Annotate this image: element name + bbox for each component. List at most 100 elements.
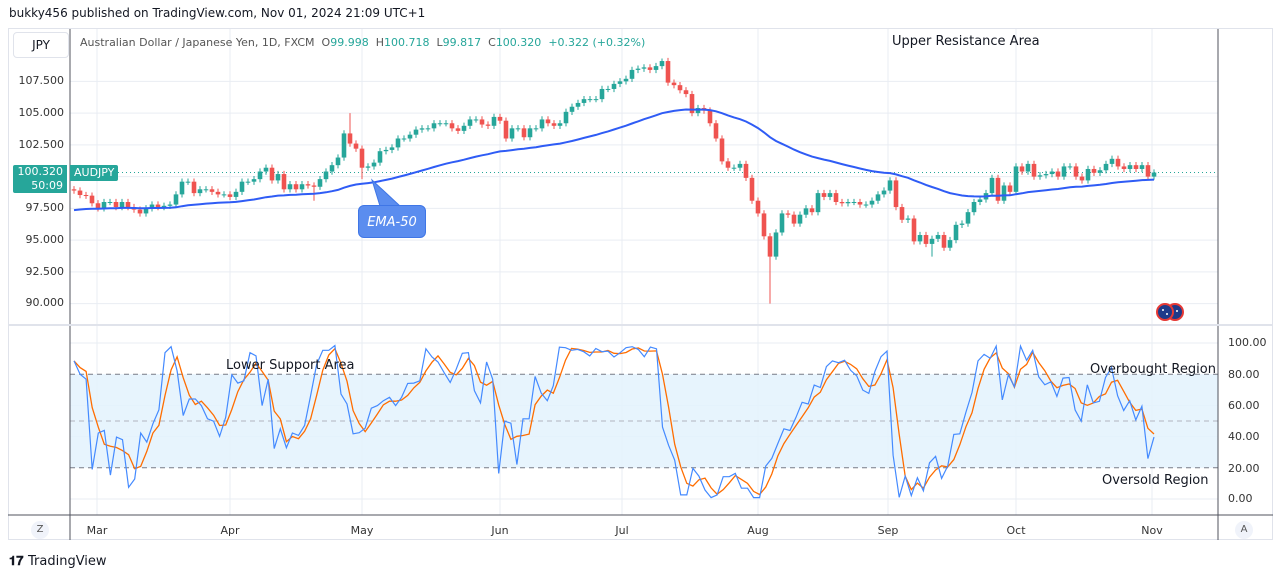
legend-close: 100.320 (495, 36, 542, 49)
candle (809, 205, 815, 216)
candle-body (71, 189, 77, 191)
candle-body (827, 193, 833, 197)
ema-line (73, 108, 1155, 212)
overbought-label: Overbought Region (1090, 362, 1216, 377)
candle-body (83, 195, 89, 197)
candle-body (1151, 172, 1157, 177)
candle (311, 182, 317, 201)
candle (371, 159, 377, 170)
candle-body (1025, 163, 1031, 172)
candle-body (737, 163, 743, 168)
candle-body (731, 167, 737, 169)
candle (521, 125, 527, 141)
candle-body (251, 179, 257, 182)
candle-body (1049, 171, 1055, 175)
candle (1049, 168, 1055, 178)
candle (515, 125, 521, 132)
candle (677, 81, 683, 94)
candle-body (797, 214, 803, 224)
candle (557, 120, 563, 129)
candle (719, 135, 725, 165)
price-tick: 90.000 (25, 296, 65, 309)
candle (257, 168, 263, 183)
candle (857, 198, 863, 208)
legend-low: 99.817 (442, 36, 482, 49)
candle-body (749, 177, 755, 201)
candle-body (803, 208, 809, 215)
candle (965, 208, 971, 227)
candle (941, 231, 947, 251)
candle (317, 175, 323, 190)
candle (1103, 160, 1109, 174)
candle-body (977, 199, 983, 202)
candle-body (305, 184, 311, 186)
candle (329, 161, 335, 175)
candle-body (785, 213, 791, 215)
symbol-button[interactable]: JPY (13, 32, 69, 58)
candle-body (773, 232, 779, 257)
candle (713, 120, 719, 142)
candle-body (407, 134, 413, 139)
candle (83, 191, 89, 199)
candle (95, 200, 101, 212)
price-tick: 95.000 (25, 233, 65, 246)
candle-body (839, 202, 845, 204)
candle (395, 135, 401, 151)
ema-50-line (73, 108, 1155, 212)
candle (647, 64, 653, 74)
candle (923, 231, 929, 248)
candle-body (689, 94, 695, 114)
candle (845, 198, 851, 207)
candle-body (587, 99, 593, 101)
candle-body (911, 218, 917, 242)
candle-body (1133, 165, 1139, 169)
candle (665, 57, 671, 86)
candle (899, 203, 905, 223)
candle (935, 231, 941, 243)
tradingview-logo: 𝟏𝟕 TradingView (9, 554, 107, 569)
candle-body (269, 167, 275, 181)
candle (1115, 155, 1121, 170)
candle-body (449, 123, 455, 129)
legend-open: 99.998 (330, 36, 369, 49)
ema-callout[interactable]: EMA-50 (358, 205, 426, 238)
candle-body (353, 143, 359, 149)
candle (245, 178, 251, 185)
zoom-button[interactable]: Z (31, 521, 49, 539)
candle (785, 210, 791, 218)
candle-body (581, 99, 587, 103)
candle (479, 116, 485, 128)
candle (1151, 169, 1157, 180)
candle (755, 197, 761, 217)
candle (101, 198, 107, 212)
candle (905, 215, 911, 223)
candle (383, 146, 389, 155)
candle-body (203, 189, 209, 191)
candle (377, 148, 383, 166)
candle-body (473, 119, 479, 121)
candle-body (461, 125, 467, 131)
candle-body (857, 202, 863, 205)
candle-body (191, 181, 197, 194)
candle (1121, 163, 1127, 173)
stoch-k-line (73, 343, 1155, 499)
candle (263, 164, 269, 175)
candle (107, 198, 113, 206)
candle (227, 191, 233, 201)
candle-body (227, 194, 233, 197)
candle (623, 75, 629, 85)
candle (443, 120, 449, 127)
candle-body (209, 189, 215, 192)
candle-body (413, 129, 419, 135)
candle (641, 64, 647, 72)
auto-scale-button[interactable]: A (1235, 521, 1253, 539)
currency-flags-icon[interactable] (1154, 302, 1190, 322)
candle-body (1127, 165, 1133, 169)
time-tick: Mar (86, 524, 108, 537)
candle-body (965, 212, 971, 224)
candles (71, 57, 1157, 304)
candle-body (395, 138, 401, 148)
candle-body (503, 120, 509, 139)
candle (959, 220, 965, 229)
